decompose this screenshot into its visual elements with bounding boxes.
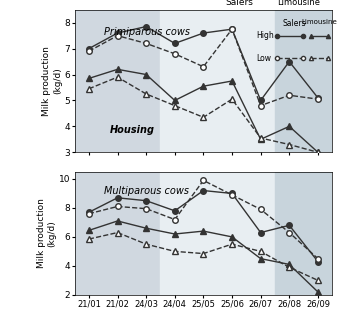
Text: Low: Low (256, 54, 271, 63)
Bar (275, 172, 332, 295)
Text: High: High (256, 31, 274, 40)
Y-axis label: Milk production
(kg/d): Milk production (kg/d) (42, 46, 62, 116)
Text: Housing: Housing (109, 125, 154, 135)
Bar (75, 172, 160, 295)
Text: Limousine: Limousine (277, 0, 320, 7)
Bar (160, 172, 275, 295)
Text: Salers: Salers (225, 0, 254, 7)
Bar (75, 10, 160, 152)
Bar (275, 10, 332, 152)
Y-axis label: Milk production
(kg/d): Milk production (kg/d) (37, 198, 56, 268)
Text: Limousine: Limousine (302, 19, 337, 26)
Text: Multiparous cows: Multiparous cows (104, 187, 189, 196)
Text: Grazing
ad libitum: Grazing ad libitum (206, 203, 258, 223)
Bar (160, 10, 275, 152)
Text: Primiparous cows: Primiparous cows (104, 27, 190, 37)
Text: Salers: Salers (282, 19, 306, 29)
Text: restricted: restricted (279, 203, 328, 213)
